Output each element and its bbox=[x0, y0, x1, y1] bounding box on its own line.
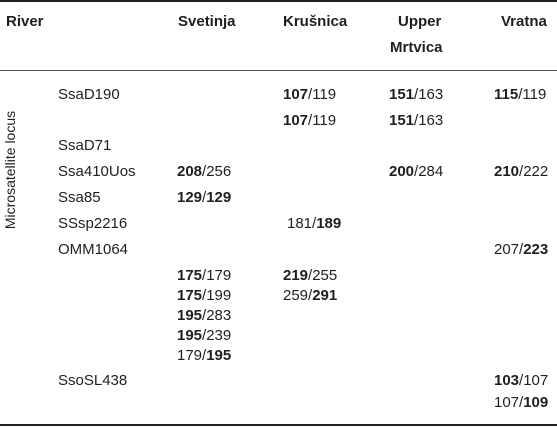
allele-value: 151/163 bbox=[389, 86, 444, 103]
allele-value: 175/199 bbox=[177, 287, 232, 304]
locus-name: SsaD190 bbox=[58, 86, 120, 103]
table-top-rule bbox=[0, 0, 557, 2]
table-header-rule bbox=[0, 70, 557, 71]
allele-value: 103/107 bbox=[494, 372, 549, 389]
allele-value: 208/256 bbox=[177, 163, 232, 180]
allele-value: 115/119 bbox=[494, 86, 547, 103]
locus-name: SSsp2216 bbox=[58, 215, 128, 232]
locus-name: Ssa85 bbox=[58, 189, 101, 206]
allele-value: 179/195 bbox=[177, 347, 232, 364]
allele-value: 151/163 bbox=[389, 112, 444, 129]
allele-value: 195/239 bbox=[177, 327, 232, 344]
allele-value: 175/179 bbox=[177, 267, 232, 284]
header-upper: Upper bbox=[398, 13, 442, 30]
allele-value: 107/119 bbox=[283, 86, 337, 103]
header-svetinja: Svetinja bbox=[178, 13, 236, 30]
row-group-label: Microsatellite locus bbox=[2, 110, 18, 230]
allele-value: 129/129 bbox=[177, 189, 232, 206]
header-mrtvica: Mrtvica bbox=[390, 39, 443, 56]
allele-value: 107/109 bbox=[494, 394, 549, 411]
header-vratna: Vratna bbox=[501, 13, 547, 30]
allele-value: 207/223 bbox=[494, 241, 549, 258]
allele-value: 107/119 bbox=[283, 112, 337, 129]
locus-name: SsaD71 bbox=[58, 137, 112, 154]
allele-value: 219/255 bbox=[283, 267, 338, 284]
table-bottom-rule bbox=[0, 424, 557, 426]
header-krusnica: Krušnica bbox=[283, 13, 348, 30]
allele-value: 195/283 bbox=[177, 307, 232, 324]
locus-name: OMM1064 bbox=[58, 241, 129, 258]
allele-value: 259/291 bbox=[283, 287, 338, 304]
allele-value: 200/284 bbox=[389, 163, 444, 180]
allele-value: 181/189 bbox=[287, 215, 342, 232]
allele-value: 210/222 bbox=[494, 163, 549, 180]
locus-name: SsoSL438 bbox=[58, 372, 128, 389]
locus-name: Ssa410Uos bbox=[58, 163, 136, 180]
header-river: River bbox=[6, 13, 44, 30]
